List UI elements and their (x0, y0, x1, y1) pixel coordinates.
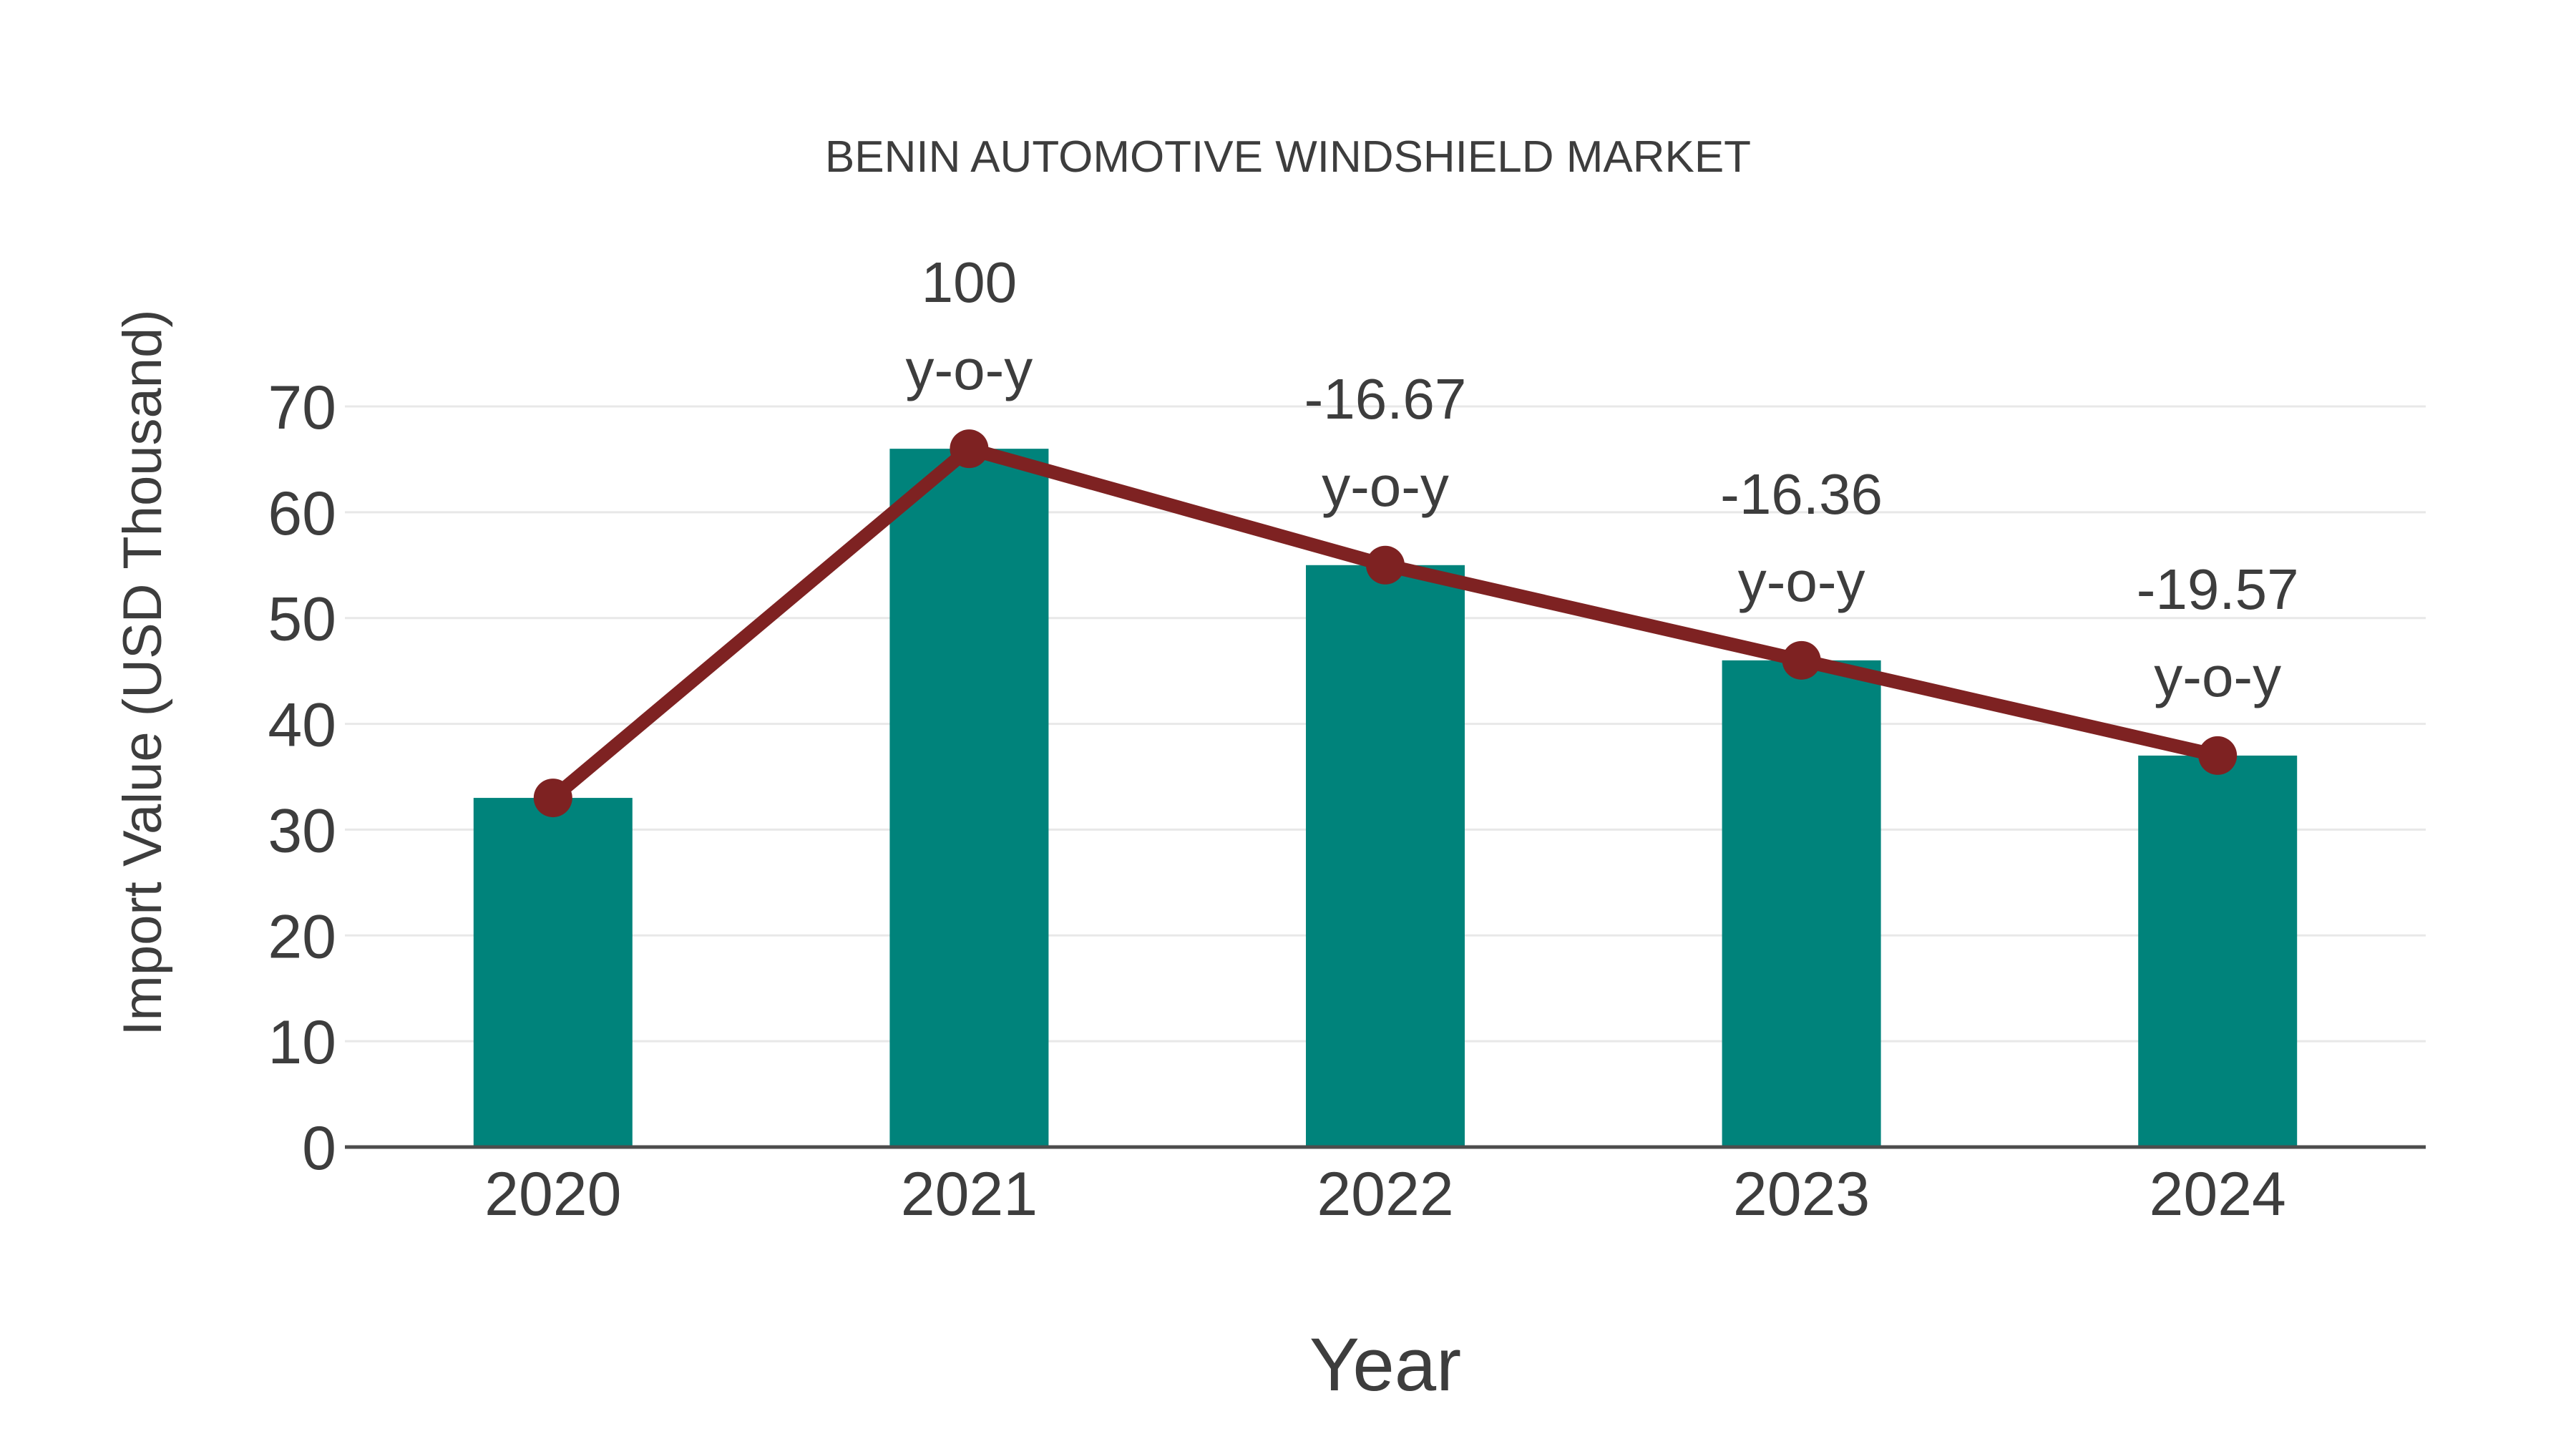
y-tick-label-10: 10 (268, 1008, 336, 1077)
x-tick-label-2022: 2022 (1317, 1160, 1453, 1229)
bar-2021 (889, 449, 1049, 1147)
annotation-yoy-2021: y-o-y (906, 338, 1033, 401)
x-axis-title: Year (1309, 1323, 1461, 1407)
y-tick-label-60: 60 (268, 479, 336, 548)
annotation-yoy-2023: y-o-y (1738, 550, 1865, 613)
annotation-value-2021: 100 (922, 250, 1017, 314)
trend-marker-2024 (2198, 736, 2238, 775)
x-tick-label-2023: 2023 (1733, 1160, 1870, 1229)
annotation-value-2024: -19.57 (2137, 557, 2299, 621)
bar-2024 (2138, 755, 2298, 1147)
annotation-value-2022: -16.67 (1304, 367, 1467, 431)
bar-2023 (1722, 660, 1881, 1147)
chart-title: BENIN AUTOMOTIVE WINDSHIELD MARKET (825, 132, 1751, 182)
y-axis-title: Import Value (USD Thousand) (112, 309, 173, 1035)
bar-2022 (1306, 565, 1465, 1147)
y-tick-label-20: 20 (268, 902, 336, 971)
annotation-yoy-2022: y-o-y (1322, 454, 1449, 518)
bars-group (473, 449, 2298, 1147)
trend-line-group (533, 429, 2238, 818)
trend-marker-2023 (1782, 640, 1821, 680)
y-tick-label-0: 0 (302, 1114, 336, 1183)
trend-marker-2021 (950, 429, 989, 469)
x-tick-label-2021: 2021 (901, 1160, 1038, 1229)
y-tick-label-70: 70 (268, 374, 336, 442)
trend-marker-2022 (1366, 545, 1405, 585)
annotations-group: 100 y-o-y -16.67 y-o-y -16.36 y-o-y -19.57 y-o-… (906, 250, 2299, 708)
tick-labels-group: 0 10 20 30 40 50 60 70 2020 2021 2022 2023 2024 (268, 374, 2286, 1229)
x-tick-label-2024: 2024 (2150, 1160, 2286, 1229)
annotation-value-2023: -16.36 (1720, 462, 1883, 526)
bar-2020 (473, 798, 633, 1147)
y-tick-label-50: 50 (268, 585, 336, 654)
trend-marker-2020 (533, 779, 572, 818)
y-tick-label-40: 40 (268, 691, 336, 760)
y-tick-label-30: 30 (268, 796, 336, 865)
annotation-yoy-2024: y-o-y (2154, 645, 2281, 708)
x-tick-label-2020: 2020 (484, 1160, 621, 1229)
